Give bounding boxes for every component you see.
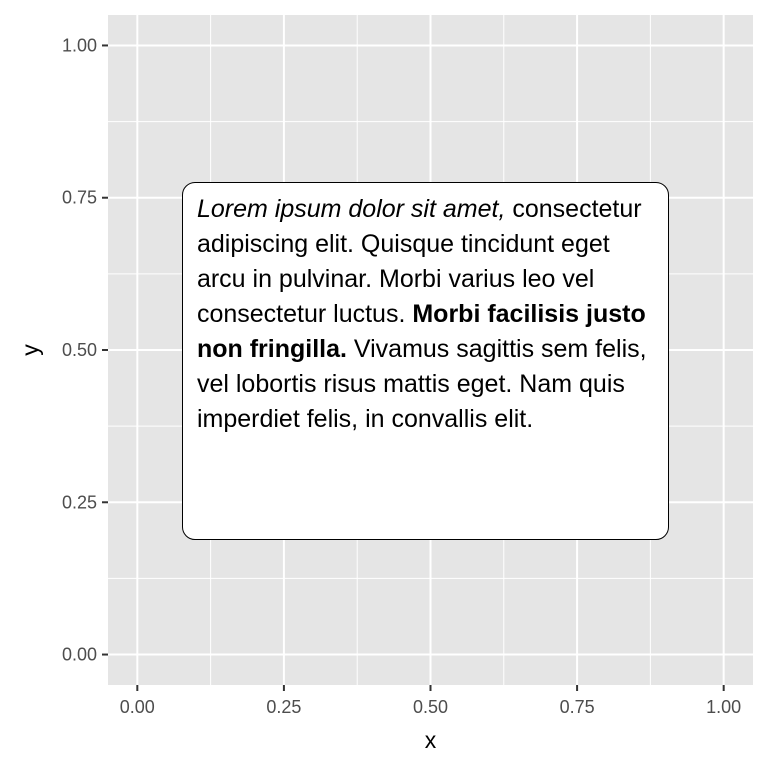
y-tick-label: 0.50 (62, 340, 97, 360)
y-tick-label: 0.75 (62, 188, 97, 208)
annotation-bold-text: Morbi facilisis justo non fringilla. (196, 300, 646, 364)
x-axis: 0.00 0.25 0.50 0.75 1.00 (120, 685, 741, 717)
x-tick-label: 0.50 (413, 697, 448, 717)
annotation-text-box: Lorem ipsum dolor sit amet, consectetur … (181, 182, 670, 540)
y-tick-label: 1.00 (62, 35, 97, 55)
x-tick-label: 0.75 (560, 697, 595, 717)
y-axis: 0.00 0.25 0.50 0.75 1.00 (62, 35, 108, 665)
x-tick-label: 1.00 (706, 697, 741, 717)
annotation-plain-text-1: consectetur adipiscing elit. Quisque tin… (196, 195, 642, 329)
annotation-plain-text-2: Vivamus sagittis sem felis, vel lobortis… (196, 335, 647, 434)
y-tick-label: 0.00 (62, 645, 97, 665)
y-axis-title: y (17, 344, 43, 356)
x-tick-label: 0.00 (120, 697, 155, 717)
y-tick-label: 0.25 (62, 492, 97, 512)
x-axis-title: x (425, 727, 437, 753)
annotation-italic-text: Lorem ipsum dolor sit amet, (196, 195, 506, 224)
x-tick-label: 0.25 (266, 697, 301, 717)
